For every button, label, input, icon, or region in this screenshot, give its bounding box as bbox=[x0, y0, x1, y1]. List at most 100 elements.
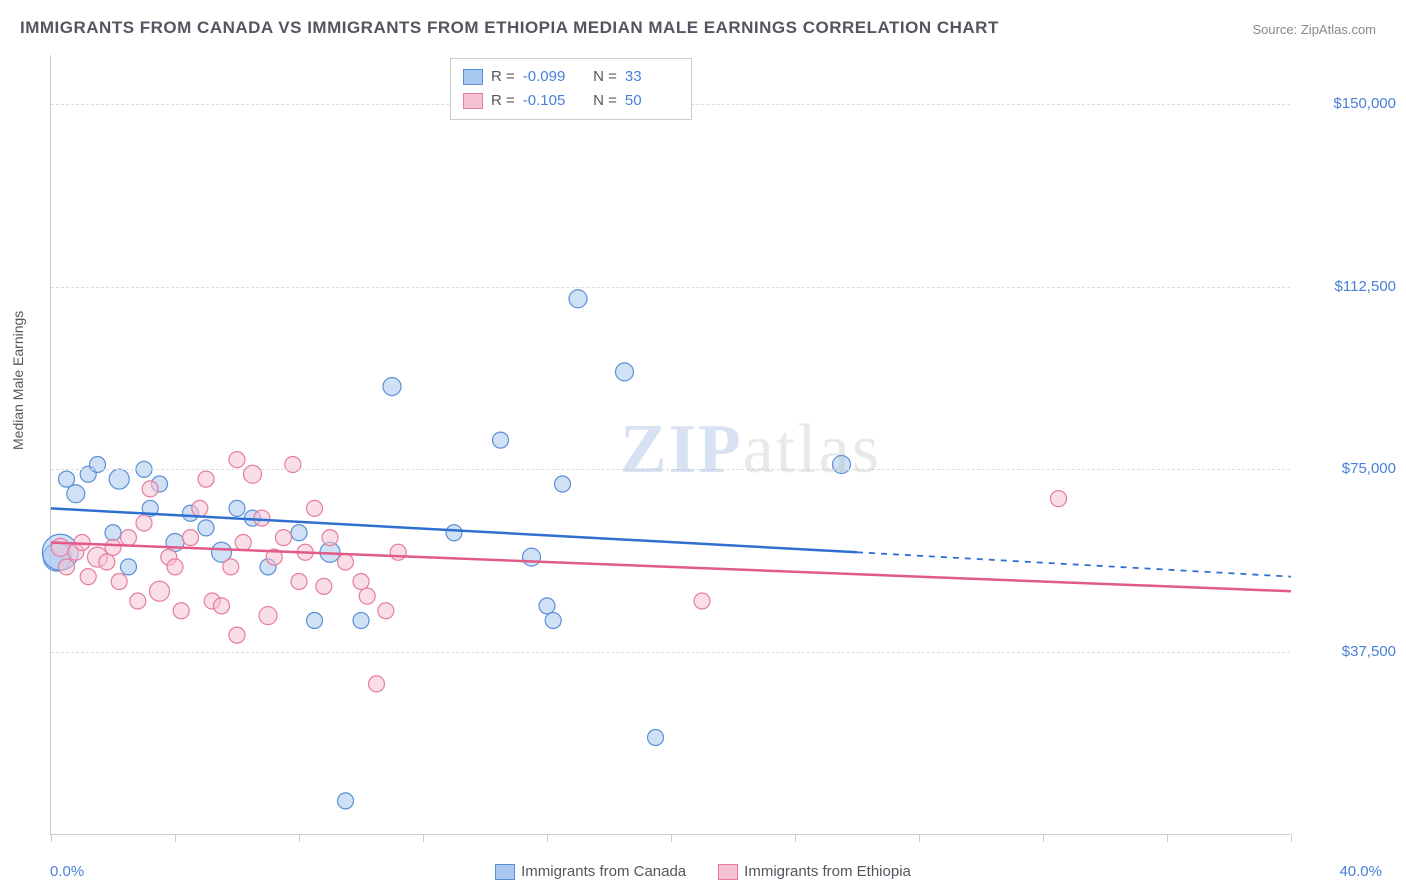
data-point bbox=[99, 554, 115, 570]
data-point bbox=[51, 538, 69, 556]
data-point bbox=[648, 730, 664, 746]
n-label: N = bbox=[585, 65, 617, 89]
data-point bbox=[183, 530, 199, 546]
data-point bbox=[446, 525, 462, 541]
stat-legend-row: R = -0.105 N = 50 bbox=[463, 89, 679, 113]
watermark-bold: ZIP bbox=[620, 411, 743, 488]
data-point bbox=[111, 574, 127, 590]
data-point bbox=[307, 500, 323, 516]
data-point bbox=[353, 613, 369, 629]
watermark-light: atlas bbox=[743, 411, 881, 488]
data-point bbox=[192, 500, 208, 516]
y-tick-label: $112,500 bbox=[1296, 278, 1396, 295]
data-point bbox=[254, 510, 270, 526]
r-label: R = bbox=[491, 89, 515, 113]
data-point bbox=[291, 574, 307, 590]
y-tick-label: $37,500 bbox=[1296, 643, 1396, 660]
data-point bbox=[214, 598, 230, 614]
legend-label: Immigrants from Ethiopia bbox=[744, 863, 911, 880]
y-tick-label: $150,000 bbox=[1296, 95, 1396, 112]
data-point bbox=[142, 481, 158, 497]
data-point bbox=[338, 793, 354, 809]
x-tick bbox=[919, 834, 920, 842]
data-point bbox=[259, 607, 277, 625]
x-tick bbox=[1167, 834, 1168, 842]
data-point bbox=[523, 548, 541, 566]
data-point bbox=[80, 569, 96, 585]
x-tick bbox=[547, 834, 548, 842]
swatch-icon bbox=[495, 864, 515, 880]
y-axis-label: Median Male Earnings bbox=[10, 311, 26, 450]
stat-legend-row: R = -0.099 N = 33 bbox=[463, 65, 679, 89]
swatch-icon bbox=[463, 69, 483, 85]
data-point bbox=[109, 469, 129, 489]
x-tick bbox=[795, 834, 796, 842]
data-point bbox=[555, 476, 571, 492]
data-point bbox=[338, 554, 354, 570]
data-point bbox=[105, 525, 121, 541]
data-point bbox=[493, 432, 509, 448]
data-point bbox=[150, 581, 170, 601]
data-point bbox=[539, 598, 555, 614]
gridline bbox=[51, 287, 1290, 288]
data-point bbox=[322, 530, 338, 546]
x-tick bbox=[1291, 834, 1292, 842]
data-point bbox=[235, 535, 251, 551]
watermark: ZIPatlas bbox=[620, 410, 881, 490]
data-point bbox=[359, 588, 375, 604]
r-value: -0.099 bbox=[523, 65, 577, 89]
gridline bbox=[51, 652, 1290, 653]
data-point bbox=[616, 363, 634, 381]
data-point bbox=[229, 452, 245, 468]
data-point bbox=[121, 530, 137, 546]
data-point bbox=[105, 539, 121, 555]
data-point bbox=[229, 500, 245, 516]
data-point bbox=[173, 603, 189, 619]
data-point bbox=[59, 559, 75, 575]
chart-title: IMMIGRANTS FROM CANADA VS IMMIGRANTS FRO… bbox=[20, 18, 999, 38]
data-point bbox=[121, 559, 137, 575]
x-tick bbox=[1043, 834, 1044, 842]
data-point bbox=[369, 676, 385, 692]
r-value: -0.105 bbox=[523, 89, 577, 113]
swatch-icon bbox=[463, 93, 483, 109]
data-point bbox=[244, 465, 262, 483]
data-point bbox=[316, 578, 332, 594]
legend-item: Immigrants from Ethiopia bbox=[718, 863, 911, 880]
data-point bbox=[67, 485, 85, 503]
data-point bbox=[167, 559, 183, 575]
data-point bbox=[353, 574, 369, 590]
data-point bbox=[59, 471, 75, 487]
regression-line-extrapolated bbox=[857, 552, 1291, 576]
x-tick bbox=[423, 834, 424, 842]
data-point bbox=[569, 290, 587, 308]
stat-legend: R = -0.099 N = 33R = -0.105 N = 50 bbox=[450, 58, 692, 120]
legend-label: Immigrants from Canada bbox=[521, 863, 686, 880]
data-point bbox=[198, 520, 214, 536]
data-point bbox=[291, 525, 307, 541]
r-label: R = bbox=[491, 65, 515, 89]
x-tick bbox=[299, 834, 300, 842]
data-point bbox=[276, 530, 292, 546]
data-point bbox=[223, 559, 239, 575]
data-point bbox=[136, 515, 152, 531]
x-tick bbox=[175, 834, 176, 842]
data-point bbox=[390, 544, 406, 560]
y-tick-label: $75,000 bbox=[1296, 460, 1396, 477]
data-point bbox=[198, 471, 214, 487]
data-point bbox=[545, 613, 561, 629]
data-point bbox=[307, 613, 323, 629]
n-value: 33 bbox=[625, 65, 679, 89]
data-point bbox=[383, 378, 401, 396]
source-text: Source: ZipAtlas.com bbox=[1252, 22, 1376, 37]
data-point bbox=[229, 627, 245, 643]
swatch-icon bbox=[718, 864, 738, 880]
data-point bbox=[130, 593, 146, 609]
legend-item: Immigrants from Canada bbox=[495, 863, 686, 880]
x-tick bbox=[51, 834, 52, 842]
data-point bbox=[1051, 491, 1067, 507]
data-point bbox=[694, 593, 710, 609]
n-value: 50 bbox=[625, 89, 679, 113]
data-point bbox=[378, 603, 394, 619]
n-label: N = bbox=[585, 89, 617, 113]
